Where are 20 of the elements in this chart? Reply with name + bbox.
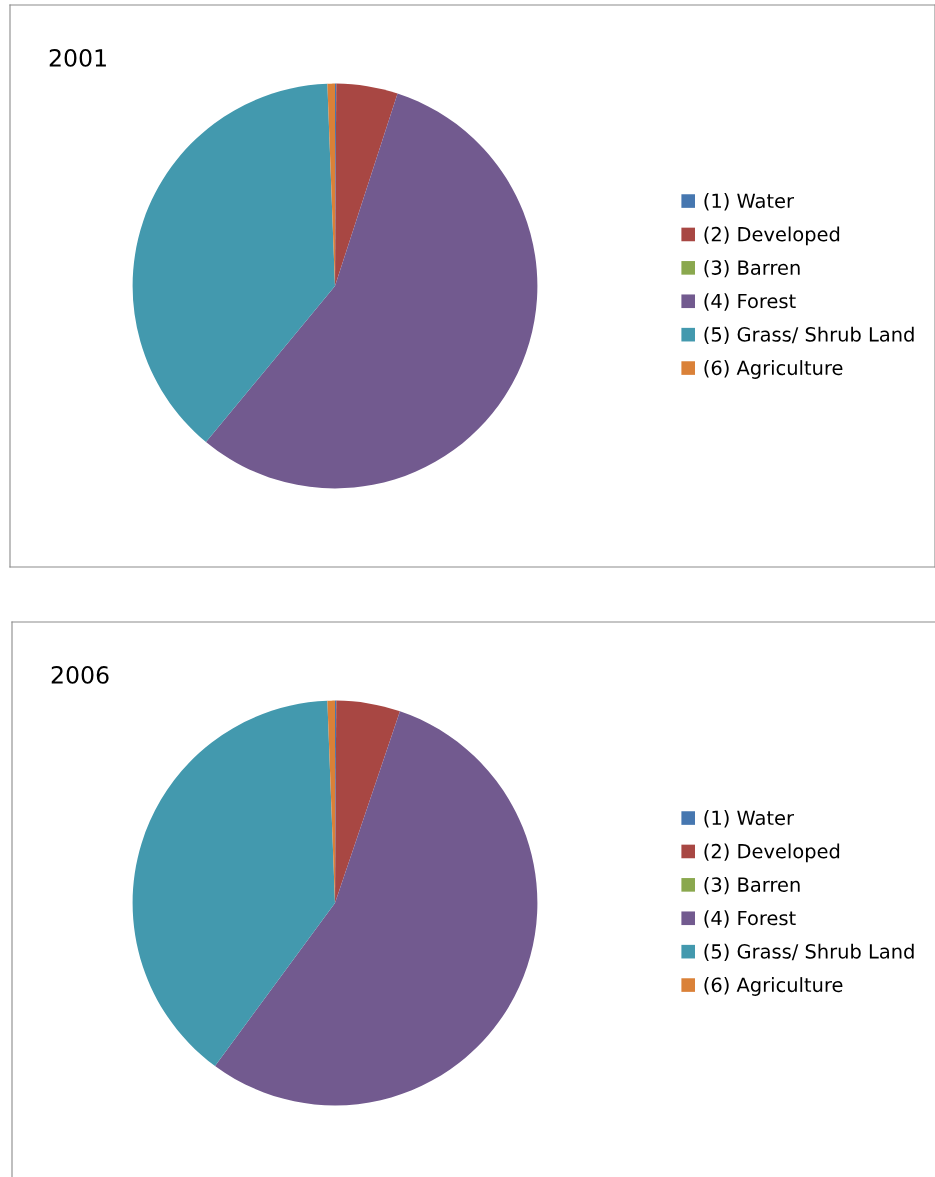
- legend-label: (3) Barren: [704, 259, 800, 278]
- pie-slice: [205, 93, 538, 489]
- legend-label: (1) Water: [704, 193, 794, 211]
- legend-label: (5) Grass/ Shrub Land: [704, 943, 914, 962]
- legend-label: (2) Developed: [704, 226, 840, 246]
- legend-label: (3) Barren: [704, 876, 800, 895]
- chart-title: 2001: [49, 48, 106, 67]
- legend-label: (4) Forest: [704, 293, 796, 311]
- pie-slice: [215, 711, 538, 1106]
- legend-label: (2) Developed: [704, 843, 840, 863]
- legend-label: (5) Grass/ Shrub Land: [704, 326, 914, 345]
- legend-label: (6) Agriculture: [704, 360, 843, 379]
- pie-slice: [335, 83, 398, 286]
- pie-slice: [132, 83, 335, 442]
- legend-label: (4) Forest: [704, 910, 796, 928]
- legend-label: (6) Agriculture: [704, 977, 843, 996]
- pie-slice: [132, 700, 335, 1066]
- legend-label: (1) Water: [704, 810, 794, 828]
- chart-title: 2006: [51, 665, 109, 684]
- pie-slice: [335, 700, 400, 903]
